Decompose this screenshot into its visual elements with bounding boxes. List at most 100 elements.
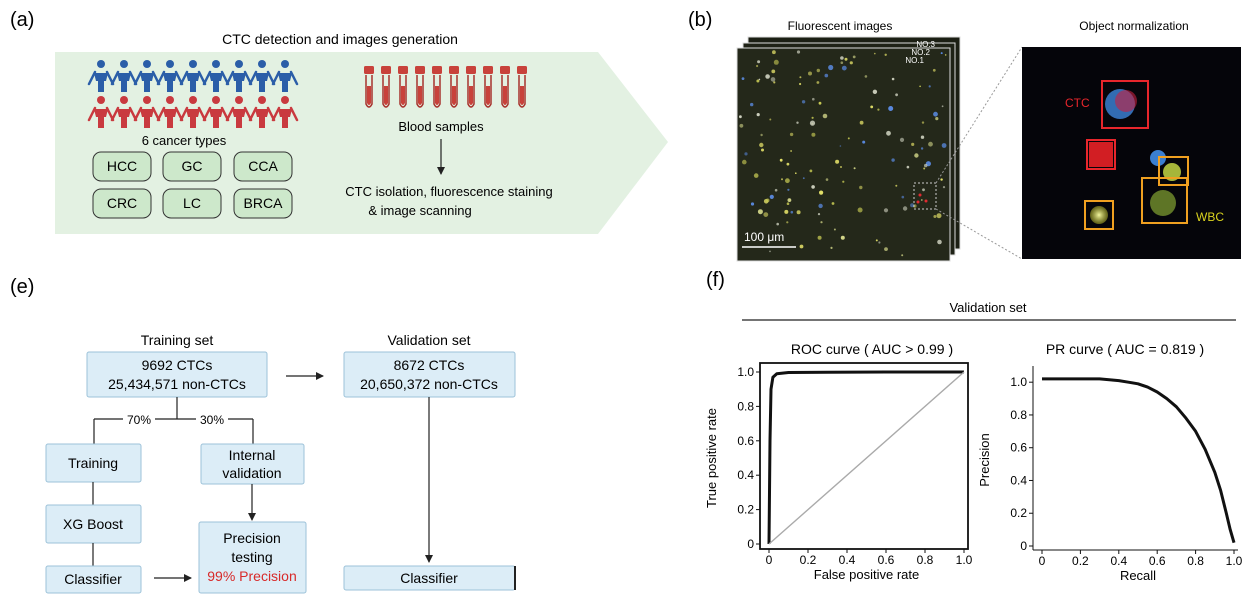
- ctc-box-1: [1101, 80, 1149, 129]
- cell-dot: [739, 115, 742, 119]
- cell-dot: [772, 50, 776, 55]
- cell-dot: [895, 184, 898, 187]
- x-tick-label: 0.6: [1149, 554, 1166, 568]
- cell-dot: [773, 59, 779, 65]
- classifier-left-label: Classifier: [64, 571, 122, 587]
- cancer-type-label: CCA: [248, 158, 278, 174]
- y-tick-label: 1.0: [737, 365, 754, 379]
- cell-dot: [816, 68, 820, 73]
- cell-dot: [862, 140, 866, 144]
- cell-dot: [758, 78, 761, 81]
- panel-f: (f) Validation set ROC curve ( AUC > 0.9…: [704, 269, 1243, 583]
- cell-dot: [874, 52, 876, 55]
- process-line-1: CTC isolation, fluorescence staining: [345, 184, 552, 199]
- cell-dot: [921, 121, 925, 124]
- cell-dot: [920, 199, 923, 201]
- x-axis-label: False positive rate: [814, 567, 920, 582]
- cell-dot: [801, 100, 806, 104]
- object-normalization-title: Object normalization: [1079, 19, 1188, 33]
- cell-dot: [744, 152, 748, 156]
- x-tick-label: 1.0: [956, 553, 973, 567]
- cell-dot: [833, 228, 836, 231]
- cell-dot: [765, 198, 770, 203]
- cell-dot: [816, 81, 820, 84]
- precision-testing-box: [198, 521, 307, 594]
- cell-dot: [919, 85, 921, 88]
- blood-tube-icon: [398, 66, 408, 108]
- cell-dot: [870, 105, 874, 109]
- x-tick-label: 0.6: [878, 553, 895, 567]
- cell-dot: [884, 247, 888, 252]
- cell-dot: [773, 81, 776, 84]
- cell-dot: [790, 150, 792, 152]
- wbc-box-3: [1084, 200, 1114, 230]
- wbc-label: WBC: [1196, 210, 1224, 224]
- cell-dot: [741, 77, 745, 80]
- cell-dot: [786, 202, 790, 205]
- pr-chart: PR curve ( AUC = 0.819 ) 0 0.2 0.4 0.6 0.8 1.0…: [977, 341, 1243, 583]
- cell-dot: [911, 142, 915, 146]
- cell-dot: [809, 120, 816, 126]
- cell-dot: [787, 198, 792, 203]
- cell-dot: [760, 133, 763, 137]
- cell-dot: [763, 212, 769, 218]
- cell-dot: [942, 186, 946, 189]
- cell-dot: [932, 68, 936, 72]
- patient-icon-red: [271, 96, 299, 128]
- y-tick-label: 0.6: [737, 434, 754, 448]
- panel-b: (b) Fluorescent images Object normalizat…: [688, 9, 1241, 262]
- cell-dot: [839, 145, 842, 147]
- cell-dot: [759, 142, 764, 148]
- cell-dot: [811, 116, 814, 119]
- y-axis-label: True positive rate: [704, 408, 719, 508]
- training-label: Training: [68, 455, 118, 471]
- scale-bar-label: 100 μm: [744, 230, 784, 244]
- pr-curve: [1042, 377, 1236, 544]
- patient-icon-red: [248, 96, 276, 128]
- wbc-cell-1: [1163, 163, 1181, 181]
- panel-a-label: (a): [10, 9, 34, 31]
- classifier-left-box: [45, 565, 142, 594]
- blood-tube-icons: [364, 66, 527, 108]
- cell-dot: [828, 64, 834, 71]
- cell-dot: [940, 52, 943, 55]
- y-axis-label: Precision: [977, 433, 992, 486]
- cell-dot: [888, 106, 894, 111]
- cell-dot: [799, 244, 804, 249]
- blood-tube-icon: [449, 66, 459, 108]
- classifier-right-label: Classifier: [400, 570, 458, 586]
- cell-dot: [750, 102, 754, 107]
- panel-f-label: (f): [706, 269, 725, 291]
- cell-dot: [914, 153, 919, 158]
- cancer-type-label: CRC: [107, 195, 137, 211]
- ctc-membrane: [1115, 90, 1137, 112]
- cell-dot: [802, 177, 805, 180]
- cell-dot: [891, 77, 895, 81]
- x-tick-label: 0: [766, 553, 773, 567]
- cell-dot: [902, 206, 908, 211]
- cell-dot: [884, 53, 887, 56]
- cancer-type-pill: [92, 151, 152, 182]
- y-tick-label: 0: [747, 537, 754, 551]
- cell-dot: [875, 239, 878, 242]
- blood-tube-icon: [500, 66, 510, 108]
- cell-dot: [786, 221, 789, 224]
- cell-dot: [891, 158, 895, 162]
- stack-label-1: NO.1: [905, 56, 924, 65]
- blood-tube-icon: [517, 66, 527, 108]
- cancer-type-pills: HCC GC CCA CRC LC BRCA: [92, 151, 293, 219]
- x-tick-label: 1.0: [1226, 554, 1243, 568]
- cell-dot: [923, 167, 926, 170]
- split-right-label: 30%: [200, 413, 224, 427]
- blood-tube-icon: [381, 66, 391, 108]
- cell-dot: [831, 202, 835, 205]
- cell-dot: [899, 137, 905, 142]
- ctc-dot: [924, 199, 928, 203]
- roc-plot-frame: [759, 362, 969, 550]
- y-tick-label: 0.8: [737, 399, 754, 413]
- y-tick-label: 0: [1020, 539, 1027, 553]
- cell-dot: [872, 89, 878, 95]
- cell-dot: [857, 207, 863, 213]
- split-left-label-bg: [123, 412, 155, 426]
